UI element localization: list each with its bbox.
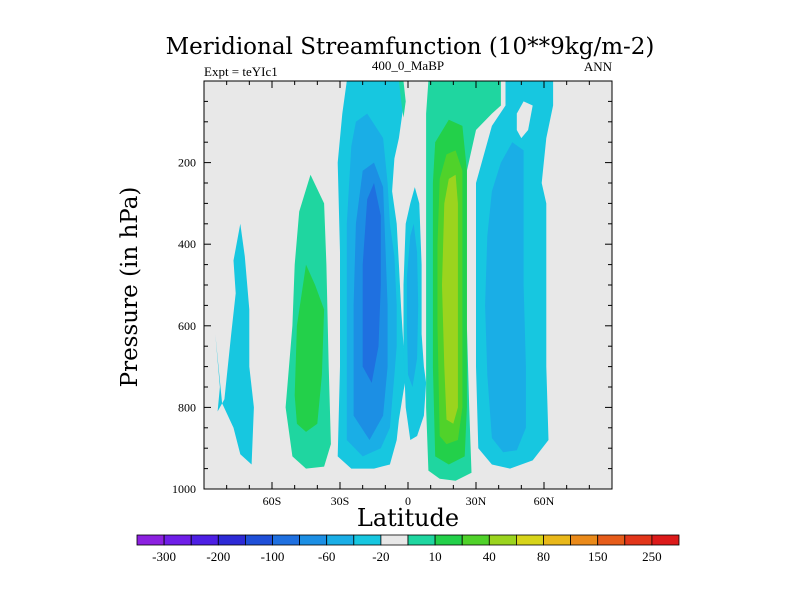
colorbar-label: 10 — [429, 549, 442, 564]
x-tick-label: 30S — [331, 494, 350, 508]
season-label: ANN — [584, 59, 613, 74]
y-tick-label: 800 — [178, 400, 196, 414]
colorbar-swatch — [136, 534, 165, 546]
contour-region-3 — [294, 264, 325, 432]
experiment-label: Expt = teYIc1 — [204, 64, 278, 79]
contour-region-10 — [398, 81, 406, 118]
y-tick-label: 1000 — [172, 482, 196, 496]
colorbar-swatch — [190, 534, 219, 546]
contour-region-7 — [362, 183, 381, 383]
colorbar-swatch — [407, 534, 436, 546]
colorbar-swatch — [543, 534, 572, 546]
y-axis-label: Pressure (in hPa) — [117, 187, 143, 388]
x-tick-label: 0 — [405, 494, 411, 508]
colorbar-swatch — [488, 534, 517, 546]
contour-region-9 — [406, 223, 419, 387]
colorbar-swatch — [326, 534, 355, 546]
colorbar-label: -100 — [261, 549, 285, 564]
colorbar-label: 40 — [483, 549, 496, 564]
x-axis-label: Latitude — [357, 504, 459, 532]
colorbar-label: 250 — [642, 549, 662, 564]
colorbar-swatch — [651, 534, 680, 546]
contour-region-16 — [485, 142, 526, 453]
colorbar-label: -20 — [372, 549, 389, 564]
plot-area: 200 400 600 800 1000 60S 30S 0 30N 60N — [172, 80, 613, 508]
colorbar-swatch — [163, 534, 192, 546]
colorbar-swatch — [624, 534, 653, 546]
colorbar-swatch — [299, 534, 328, 546]
colorbar-swatch — [461, 534, 490, 546]
contour-region-1 — [215, 223, 254, 465]
x-tick-label: 30N — [466, 494, 487, 508]
colorbar: -300 -200 -100 -60 -20 10 40 80 150 250 — [136, 534, 680, 564]
colorbar-swatch — [597, 534, 626, 546]
colorbar-label: -200 — [206, 549, 230, 564]
colorbar-swatch — [570, 534, 599, 546]
colorbar-label: 80 — [537, 549, 550, 564]
colorbar-swatch — [434, 534, 463, 546]
y-tick-label: 400 — [178, 237, 196, 251]
y-tick-label: 600 — [178, 319, 196, 333]
colorbar-swatch — [244, 534, 273, 546]
x-tick-label: 60S — [263, 494, 282, 508]
chart-title: Meridional Streamfunction (10**9kg/m-2) — [166, 34, 655, 60]
colorbar-swatch — [353, 534, 382, 546]
period-label: 400_0_MaBP — [372, 58, 444, 73]
colorbar-swatch — [380, 534, 409, 546]
y-tick-label: 200 — [178, 156, 196, 170]
x-tick-label: 60N — [534, 494, 555, 508]
contour-region-17 — [516, 101, 533, 139]
colorbar-label: -300 — [152, 549, 176, 564]
colorbar-swatch — [217, 534, 246, 546]
colorbar-swatch — [272, 534, 301, 546]
contour-region-14 — [442, 174, 458, 424]
colorbar-swatch — [516, 534, 544, 546]
colorbar-label: 150 — [588, 549, 608, 564]
colorbar-label: -60 — [318, 549, 335, 564]
